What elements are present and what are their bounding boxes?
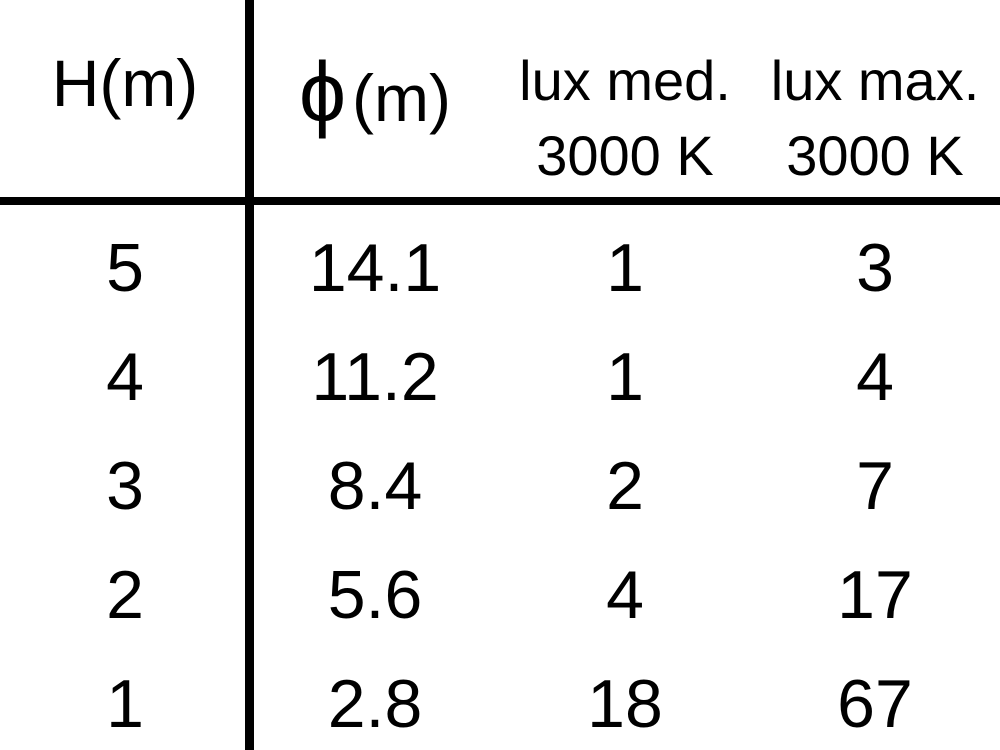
cell-lux-med: 4 xyxy=(606,556,644,633)
column-header-lux-med: lux med. 3000 K xyxy=(500,0,750,205)
cell-phi: 2.8 xyxy=(327,665,423,742)
cell-lux-max: 67 xyxy=(837,665,913,742)
cell-h: 5 xyxy=(106,229,144,306)
header-divider-line xyxy=(0,197,1000,205)
cell-lux-max: 17 xyxy=(837,556,913,633)
cell-lux-max: 7 xyxy=(856,447,894,524)
cell-lux-max: 4 xyxy=(856,338,894,415)
cell-h: 1 xyxy=(106,665,144,742)
cell-lux-med: 1 xyxy=(606,229,644,306)
cell-phi: 14.1 xyxy=(308,229,442,306)
column-header-phi: ϕ (m) xyxy=(250,0,500,205)
cell-phi: 11.2 xyxy=(311,338,439,415)
cell-lux-med: 2 xyxy=(606,447,644,524)
cell-phi: 8.4 xyxy=(327,447,423,524)
lux-med-label: lux med. xyxy=(519,48,731,112)
cell-lux-med: 1 xyxy=(606,338,644,415)
lux-max-label: lux max. xyxy=(770,48,980,112)
phi-unit-label: (m) xyxy=(352,61,451,135)
column-header-h-label: H(m) xyxy=(51,46,199,120)
cell-lux-med: 18 xyxy=(587,665,663,742)
lux-max-temp-label: 3000 K xyxy=(786,123,964,187)
cell-h: 3 xyxy=(106,447,144,524)
cell-phi: 5.6 xyxy=(327,556,423,633)
lux-med-temp-label: 3000 K xyxy=(536,123,714,187)
cell-h: 4 xyxy=(106,338,144,415)
column-header-lux-max: lux max. 3000 K xyxy=(750,0,1000,205)
column-divider-line xyxy=(245,0,254,750)
cell-lux-max: 3 xyxy=(856,229,894,306)
phi-symbol: ϕ xyxy=(299,45,347,139)
cell-h: 2 xyxy=(106,556,144,633)
column-header-h: H(m) xyxy=(0,0,250,205)
